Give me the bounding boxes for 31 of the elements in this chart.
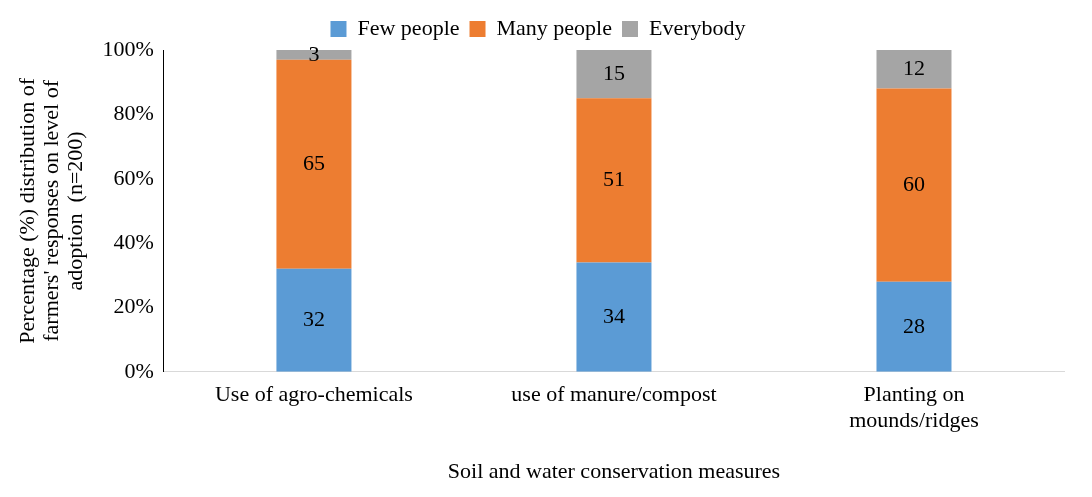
data-label: 12 bbox=[902, 55, 925, 81]
bar bbox=[276, 268, 352, 372]
legend-label: Few people bbox=[357, 14, 460, 40]
bar bbox=[876, 88, 952, 282]
y-tick-label: 60% bbox=[113, 164, 154, 190]
y-tick-label: 20% bbox=[113, 293, 154, 319]
bar bbox=[576, 98, 652, 263]
data-label: 15 bbox=[602, 59, 625, 85]
x-tick-label: use of manure/compost bbox=[511, 380, 717, 406]
x-tick-label: Use of agro-chemicals bbox=[214, 380, 413, 406]
data-label: 32 bbox=[302, 306, 325, 332]
bar bbox=[876, 50, 952, 89]
data-label: 51 bbox=[602, 166, 625, 192]
y-tick-label: 100% bbox=[102, 35, 154, 61]
y-axis-title: Percentage (%) distribution of farmers' responses on level of adoption (n=200) bbox=[13, 77, 88, 344]
legend-label: Many people bbox=[496, 14, 612, 40]
bar bbox=[576, 262, 652, 372]
data-label: 34 bbox=[602, 302, 625, 328]
legend-label: Everybody bbox=[648, 14, 746, 40]
data-label: 3 bbox=[308, 40, 320, 66]
data-label: 65 bbox=[302, 150, 325, 176]
y-tick-label: 80% bbox=[113, 100, 154, 126]
bar bbox=[576, 50, 652, 99]
bar bbox=[276, 59, 352, 269]
x-tick-label: Planting on mounds/ridges bbox=[849, 380, 979, 433]
data-label: 28 bbox=[902, 312, 925, 338]
bar bbox=[876, 281, 952, 372]
data-label: 60 bbox=[902, 170, 925, 196]
y-tick-label: 40% bbox=[113, 228, 154, 254]
y-tick-label: 0% bbox=[124, 357, 154, 383]
x-axis-title: Soil and water conservation measures bbox=[447, 457, 781, 483]
